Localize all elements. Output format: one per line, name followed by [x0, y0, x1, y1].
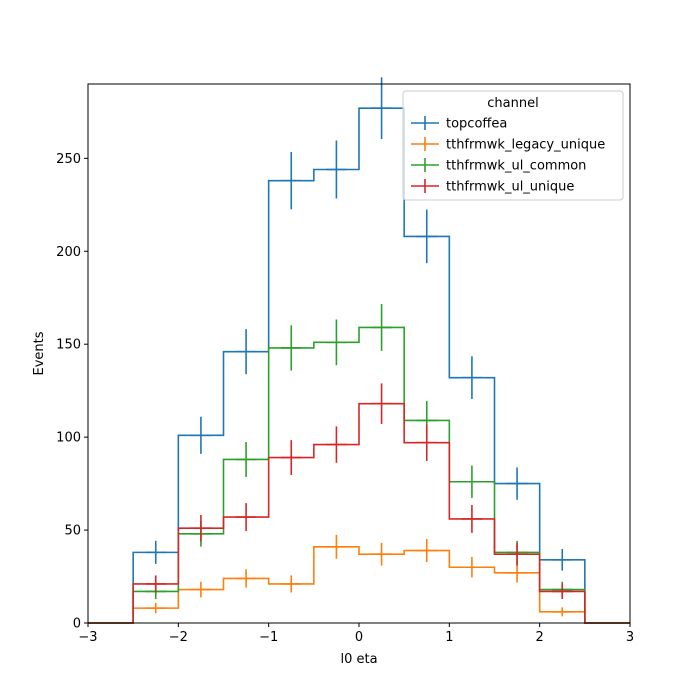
legend: channel topcoffea tthfrmwk_legacy_uniquett…: [402, 90, 624, 201]
x-tick-label: 2: [536, 630, 544, 645]
legend-label: tthfrmwk_ul_common: [446, 159, 586, 174]
legend-label: tthfrmwk_ul_unique: [446, 180, 574, 195]
legend-box: [402, 90, 624, 201]
legend-item: topcoffea: [411, 116, 507, 132]
series-layer: [88, 77, 630, 624]
y-tick-label: 100: [56, 431, 81, 446]
x-tick-label: 1: [445, 630, 453, 645]
legend-item: tthfrmwk_ul_common: [411, 158, 586, 174]
series-tthfrmwk_legacy_unique: [88, 534, 630, 624]
x-axis: −3 −2 −1 0 1 2 3: [78, 623, 634, 645]
legend-item: tthfrmwk_legacy_unique: [411, 137, 605, 153]
y-axis-label: Events: [32, 331, 47, 375]
y-tick-label: 200: [56, 245, 81, 260]
series-tthfrmwk_ul_unique: [88, 383, 630, 624]
y-tick-label: 250: [56, 152, 81, 167]
x-tick-label: −1: [259, 630, 278, 645]
legend-title: channel: [487, 96, 538, 111]
x-tick-label: −2: [169, 630, 188, 645]
x-axis-label: l0 eta: [340, 652, 377, 667]
legend-label: tthfrmwk_legacy_unique: [446, 138, 605, 153]
legend-item: tthfrmwk_ul_unique: [411, 179, 574, 195]
series-step-line: [88, 107, 630, 624]
legend-label: topcoffea: [446, 117, 507, 132]
y-tick-label: 150: [56, 338, 81, 353]
series-step-line: [88, 402, 630, 624]
x-tick-label: 0: [355, 630, 363, 645]
y-tick-label: 50: [64, 524, 81, 539]
y-axis: 0 50 100 150 200 250: [56, 152, 88, 632]
x-tick-label: 3: [626, 630, 634, 645]
series-topcoffea: [88, 77, 630, 624]
x-tick-label: −3: [78, 630, 97, 645]
y-tick-label: 0: [73, 617, 81, 632]
